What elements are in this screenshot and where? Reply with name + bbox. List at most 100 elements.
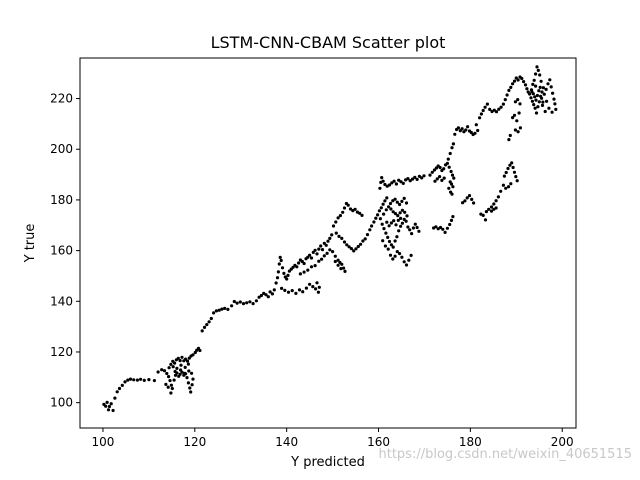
scatter-point bbox=[166, 385, 170, 389]
scatter-point bbox=[349, 247, 353, 251]
scatter-point bbox=[171, 365, 175, 369]
scatter-point bbox=[413, 222, 417, 226]
scatter-point bbox=[185, 376, 189, 380]
scatter-point bbox=[534, 98, 538, 102]
chart-title: LSTM-CNN-CBAM Scatter plot bbox=[211, 33, 446, 52]
scatter-point bbox=[120, 383, 124, 387]
scatter-point bbox=[186, 362, 190, 366]
scatter-point bbox=[202, 325, 207, 329]
scatter-point bbox=[478, 116, 482, 120]
scatter-point bbox=[405, 214, 409, 218]
scatter-point bbox=[399, 216, 403, 220]
scatter-point bbox=[396, 214, 400, 218]
scatter-point bbox=[510, 82, 515, 86]
scatter-point bbox=[308, 253, 312, 257]
scatter-point bbox=[333, 259, 337, 264]
scatter-point bbox=[164, 382, 168, 386]
scatter-point bbox=[328, 236, 332, 240]
x-tick-label: 140 bbox=[275, 435, 298, 449]
scatter-point bbox=[529, 96, 533, 100]
scatter-point bbox=[545, 99, 549, 103]
scatter-point bbox=[342, 206, 347, 210]
scatter-point bbox=[532, 78, 536, 82]
scatter-point bbox=[212, 311, 216, 315]
scatter-point bbox=[496, 195, 500, 199]
scatter-point bbox=[294, 291, 298, 295]
scatter-point bbox=[399, 180, 403, 184]
scatter-point bbox=[205, 323, 209, 327]
scatter-point bbox=[406, 225, 410, 229]
scatter-point bbox=[286, 273, 290, 277]
scatter-point bbox=[483, 218, 488, 222]
scatter-point bbox=[383, 199, 387, 203]
scatter-point bbox=[290, 289, 294, 293]
scatter-point bbox=[380, 176, 384, 180]
scatter-point bbox=[391, 210, 395, 214]
scatter-point bbox=[336, 258, 340, 262]
scatter-point bbox=[346, 203, 350, 207]
scatter-point bbox=[266, 295, 270, 299]
y-axis-label: Y true bbox=[23, 224, 38, 264]
scatter-point bbox=[384, 231, 388, 235]
scatter-point bbox=[506, 166, 510, 171]
scatter-point bbox=[533, 95, 537, 99]
scatter-point bbox=[438, 165, 442, 170]
scatter-point bbox=[485, 102, 489, 106]
scatter-point bbox=[399, 224, 403, 228]
scatter-point bbox=[180, 355, 184, 359]
scatter-point bbox=[448, 222, 452, 227]
scatter-point bbox=[280, 286, 284, 290]
scatter-point bbox=[554, 107, 558, 111]
scatter-point bbox=[400, 221, 404, 225]
scatter-point bbox=[106, 408, 111, 412]
scatter-point bbox=[128, 377, 133, 381]
scatter-point bbox=[126, 378, 130, 382]
scatter-point bbox=[320, 248, 325, 252]
scatter-point bbox=[377, 209, 381, 213]
scatter-point bbox=[309, 256, 314, 260]
x-tick-label: 200 bbox=[551, 435, 574, 449]
watermark-text: https://blog.csdn.net/weixin_40651515 bbox=[378, 447, 632, 462]
scatter-point bbox=[516, 130, 520, 134]
scatter-point bbox=[481, 108, 485, 113]
scatter-point bbox=[248, 300, 252, 304]
scatter-point bbox=[331, 250, 335, 254]
scatter-point bbox=[187, 356, 191, 360]
scatter-point bbox=[450, 146, 454, 150]
scatter-point bbox=[445, 161, 449, 165]
scatter-point bbox=[528, 92, 532, 96]
scatter-point bbox=[330, 233, 334, 237]
scatter-point bbox=[186, 381, 190, 385]
scatter-point bbox=[540, 96, 544, 100]
scatter-point bbox=[226, 307, 230, 311]
scatter-point bbox=[499, 189, 503, 193]
scatter-point bbox=[408, 179, 412, 183]
scatter-point bbox=[394, 182, 398, 186]
scatter-point bbox=[401, 181, 405, 185]
scatter-point bbox=[339, 267, 343, 271]
scatter-point bbox=[406, 177, 410, 181]
scatter-point bbox=[538, 85, 542, 89]
scatter-point bbox=[341, 210, 345, 214]
scatter-point bbox=[474, 123, 478, 127]
scatter-point bbox=[553, 102, 557, 106]
scatter-point bbox=[173, 369, 177, 374]
scatter-point bbox=[370, 224, 374, 228]
scatter-point bbox=[280, 266, 285, 270]
scatter-point bbox=[489, 209, 494, 213]
scatter-point bbox=[270, 292, 274, 296]
scatter-point bbox=[453, 132, 457, 136]
scatter-point bbox=[382, 227, 386, 231]
scatter-point bbox=[503, 98, 507, 102]
scatter-point bbox=[187, 369, 191, 373]
scatter-point bbox=[398, 202, 402, 207]
scatter-point bbox=[451, 142, 455, 146]
scatter-point bbox=[286, 290, 291, 294]
scatter-point bbox=[340, 236, 344, 240]
scatter-point bbox=[354, 247, 358, 251]
scatter-point bbox=[379, 206, 383, 210]
scatter-point bbox=[393, 239, 397, 243]
scatter-point bbox=[315, 252, 319, 256]
scatter-point bbox=[320, 257, 324, 261]
